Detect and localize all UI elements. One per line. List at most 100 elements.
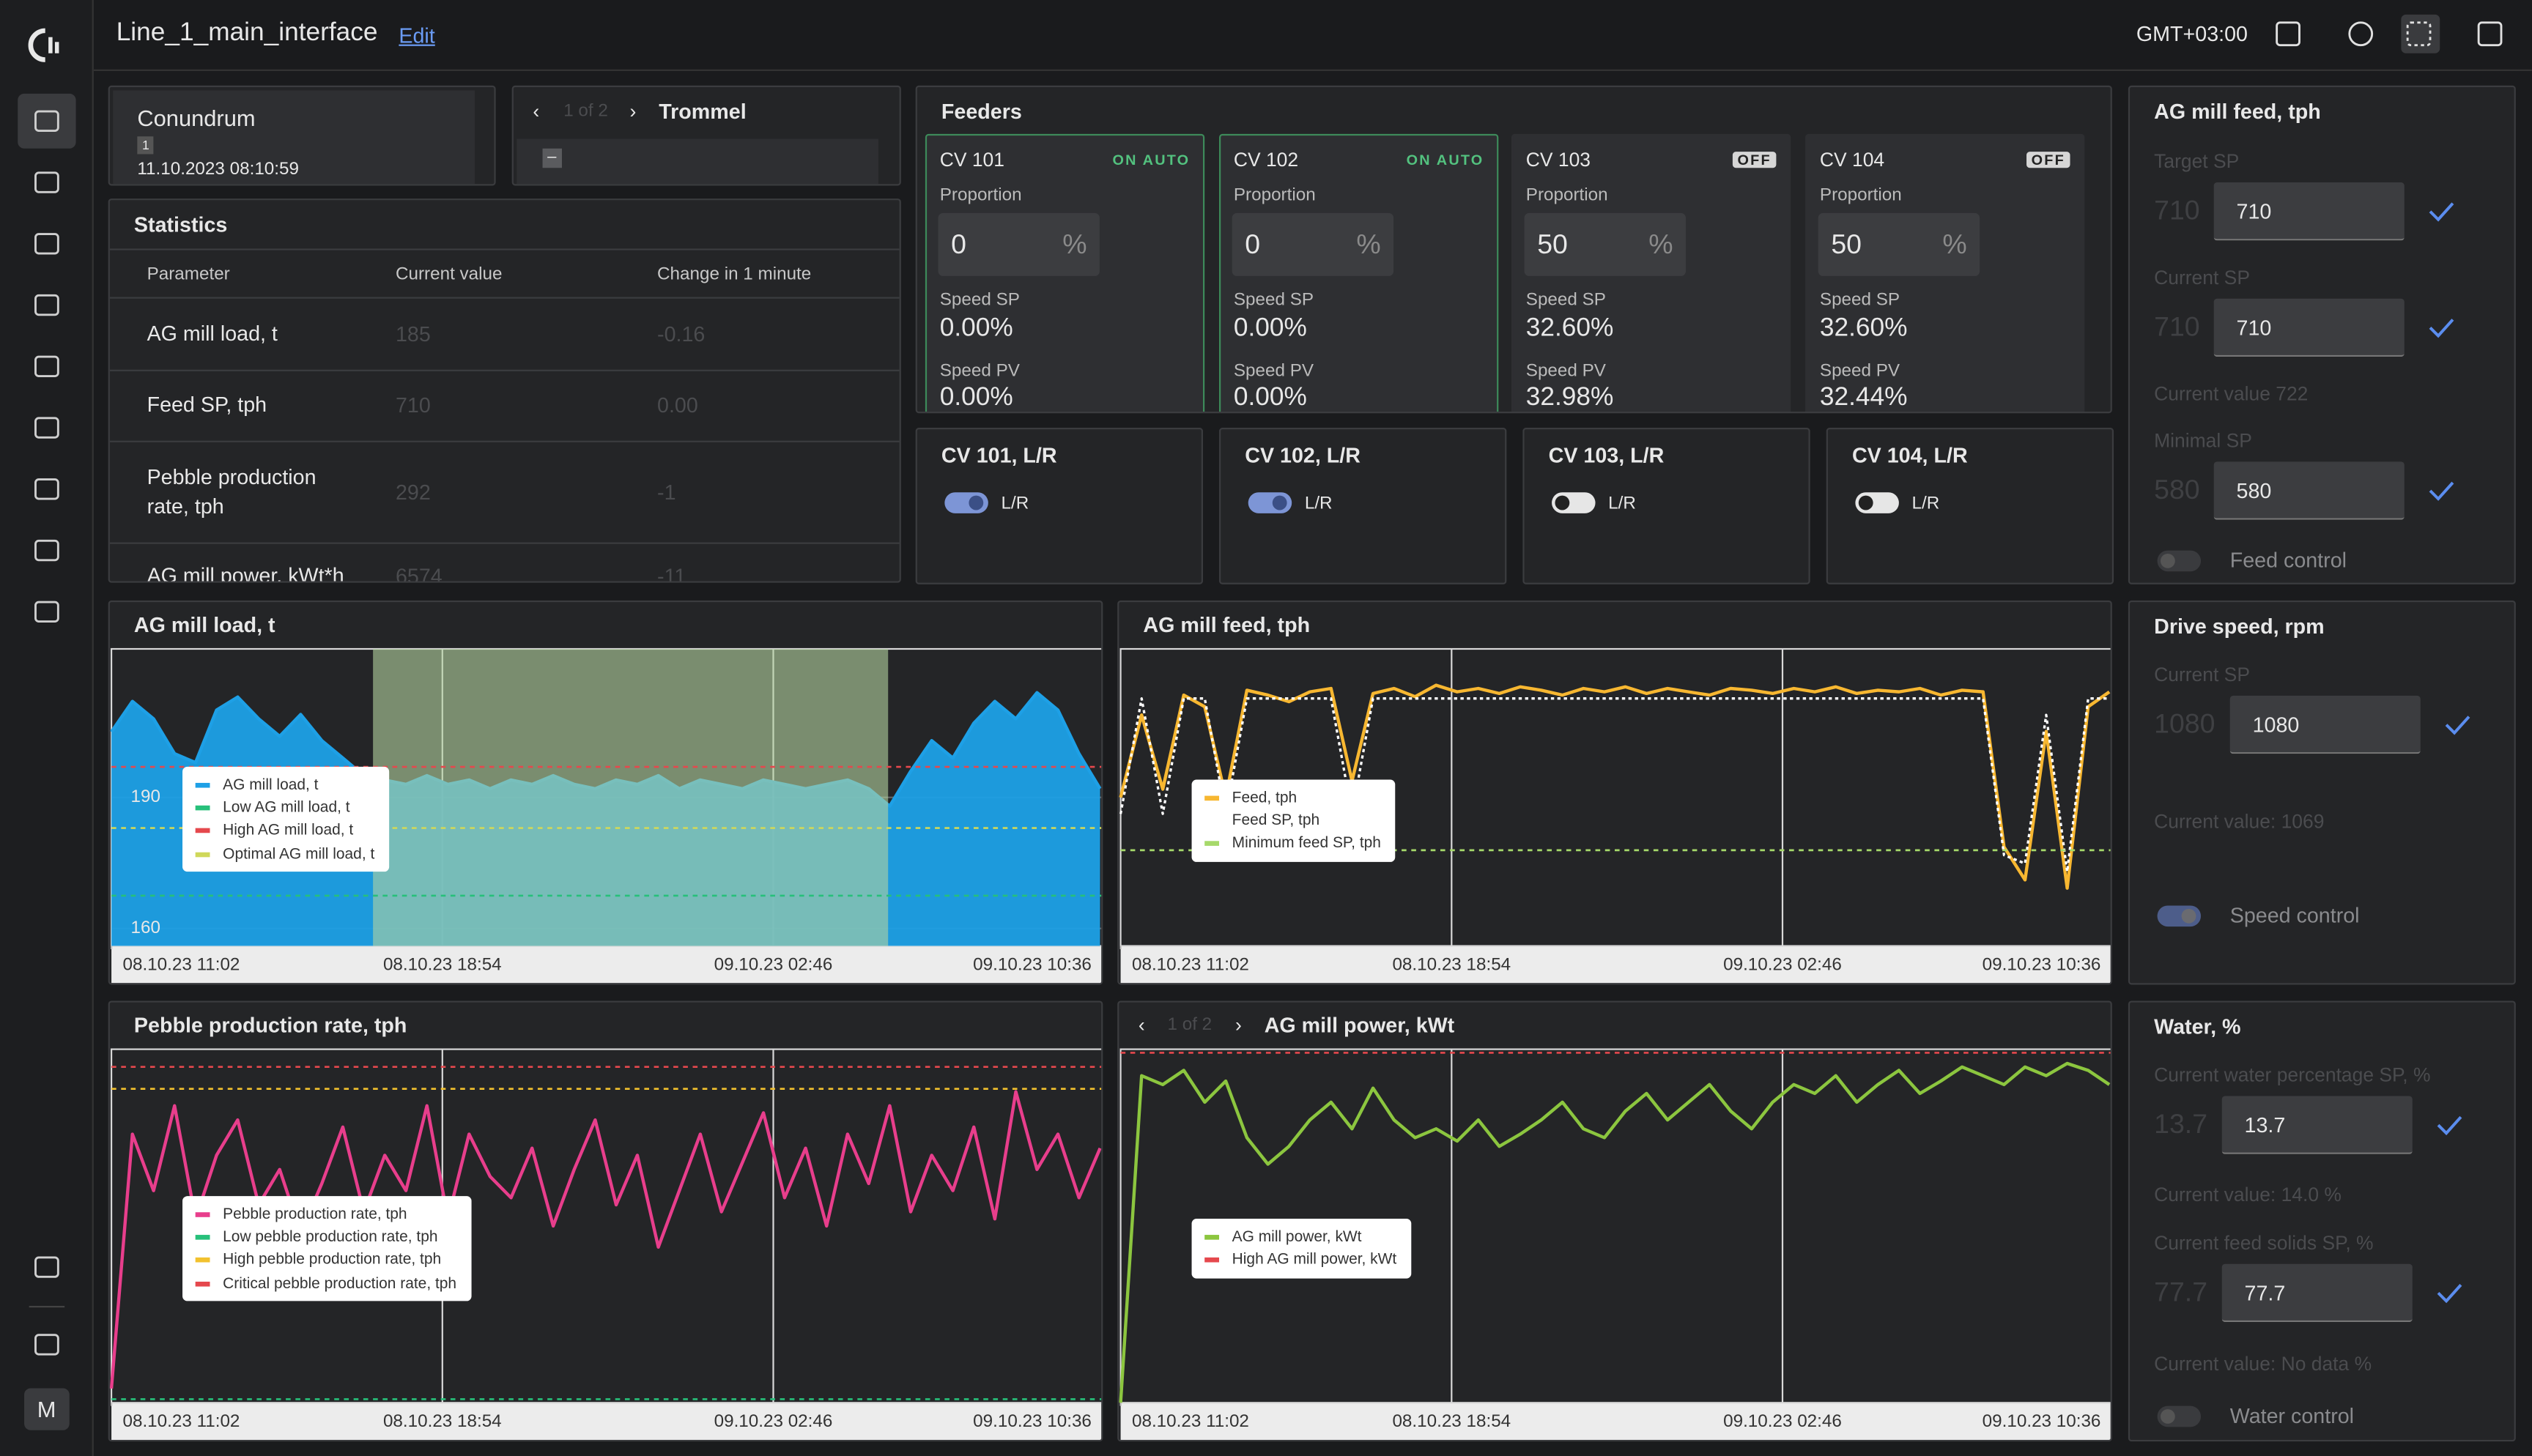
page-title: Line_1_main_interface — [116, 19, 378, 48]
speed-pv-label: Speed PV — [1234, 362, 1314, 381]
proportion-value: 0 — [1245, 229, 1260, 261]
parameter-value: -11 — [657, 564, 686, 582]
timezone: GMT+03:00 — [2136, 22, 2248, 46]
setpoint-value: 710 — [2237, 199, 2272, 223]
check-icon — [2437, 1115, 2462, 1134]
pager-next[interactable]: › — [630, 100, 637, 123]
header-icon-shape — [2407, 23, 2430, 45]
setpoint-title: Drive speed, rpm — [2154, 614, 2325, 639]
parameter-name: AG mill load, t — [147, 319, 358, 349]
toggle-knob — [2161, 1409, 2175, 1424]
proportion-input[interactable]: 50% — [1818, 213, 1980, 276]
legend-label: Low pebble production rate, tph — [223, 1228, 437, 1246]
row-divider — [110, 543, 901, 544]
setpoint-input[interactable]: 77.7 — [2222, 1264, 2413, 1322]
setpoint-input[interactable]: 710 — [2214, 182, 2405, 240]
legend: AG mill power, kWtHigh AG mill power, kW… — [1192, 1219, 1412, 1278]
avatar-letter: M — [37, 1396, 56, 1422]
y-tick-label: 190 — [131, 787, 160, 806]
legend-swatch — [196, 1258, 210, 1263]
switch-panel: CV 103, L/R L/R — [1522, 428, 1810, 584]
proportion-label: Proportion — [1820, 185, 1902, 204]
edit-link[interactable]: Edit — [399, 23, 434, 48]
legend-swatch — [196, 852, 210, 857]
setpoint-input[interactable]: 13.7 — [2222, 1096, 2413, 1154]
avatar[interactable]: M — [24, 1388, 70, 1430]
legend-label: High pebble production rate, tph — [223, 1252, 441, 1269]
legend-swatch — [196, 1211, 210, 1217]
feeders-panel: FeedersCV 101ON AUTOProportion0%Speed SP… — [916, 86, 2112, 413]
proportion-unit: % — [1942, 229, 1966, 261]
proportion-unit: % — [1062, 229, 1087, 261]
logo — [27, 27, 62, 62]
setpoint-value: 710 — [2237, 316, 2272, 340]
toggle-label: Speed control — [2230, 903, 2360, 927]
toggle[interactable] — [1855, 492, 1899, 513]
proportion-value: 0 — [951, 229, 966, 261]
nav-icon-shape — [35, 541, 58, 560]
legend-label: AG mill load, t — [223, 776, 318, 793]
legend-label: High AG mill power, kWt — [1232, 1251, 1397, 1269]
setpoint-label: Current water percentage SP, % — [2154, 1063, 2430, 1086]
parameter-value: 710 — [396, 393, 431, 417]
x-axis-strip — [111, 1403, 1103, 1440]
proportion-label: Proportion — [940, 185, 1022, 204]
conundrum-badge: 1 — [137, 136, 154, 154]
x-tick-label: 09.10.23 02:46 — [1723, 954, 1842, 974]
setpoint-ghost: 710 — [2154, 196, 2200, 228]
toggle[interactable] — [2158, 551, 2202, 572]
toggle[interactable] — [2158, 1406, 2202, 1427]
switch-title: CV 103, L/R — [1549, 443, 1665, 467]
legend-swatch — [196, 806, 210, 811]
setpoint-panel: AG mill feed, tphTarget SP710710Current … — [2128, 86, 2516, 584]
check-mark — [2438, 1117, 2461, 1133]
check-icon — [2437, 1283, 2462, 1302]
proportion-input[interactable]: 0% — [939, 213, 1100, 276]
nav-icon — [34, 232, 59, 255]
pager-prev[interactable]: ‹ — [533, 100, 539, 123]
conundrum-panel: Conundrum 1 11.10.2023 08:10:59 — [108, 86, 496, 186]
y-tick-label: 160 — [131, 918, 160, 937]
toggle[interactable] — [1552, 492, 1596, 513]
trommel-button[interactable]: – — [543, 149, 561, 168]
proportion-input[interactable]: 50% — [1525, 213, 1686, 276]
setpoint-input[interactable]: 1080 — [2230, 696, 2421, 754]
setpoint-value: 77.7 — [2245, 1281, 2286, 1305]
switch-label: L/R — [1608, 494, 1636, 513]
logo-shape — [31, 31, 45, 60]
switch-title: CV 102, L/R — [1245, 443, 1361, 467]
nav-icon — [34, 417, 59, 439]
nav-icon — [34, 601, 59, 623]
nav-icon — [34, 1256, 59, 1279]
proportion-unit: % — [1648, 229, 1673, 261]
setpoint-input[interactable]: 580 — [2214, 461, 2405, 519]
legend-entry: Optimal AG mill load, t — [196, 842, 375, 866]
nav-icon — [34, 1334, 59, 1356]
toggle[interactable] — [944, 492, 988, 513]
conundrum-datetime: 11.10.2023 08:10:59 — [137, 160, 299, 179]
x-axis-strip — [1121, 1403, 2112, 1440]
toggle[interactable] — [2158, 905, 2202, 926]
speed-pv-label: Speed PV — [1526, 362, 1606, 381]
x-tick-label: 09.10.23 02:46 — [1723, 1411, 1842, 1431]
check-icon — [2445, 715, 2470, 734]
switch-panel: CV 102, L/RL/R — [1219, 428, 1506, 584]
logo-bar — [48, 37, 53, 53]
speed-pv-value: 0.00% — [1234, 385, 1307, 414]
parameter-value: -0.16 — [657, 322, 705, 346]
setpoint-input[interactable]: 710 — [2214, 299, 2405, 357]
trommel-card — [517, 139, 878, 185]
toggle[interactable] — [1248, 492, 1292, 513]
toggle-knob — [1859, 496, 1873, 510]
proportion-input[interactable]: 0% — [1232, 213, 1393, 276]
speed-pv-label: Speed PV — [1820, 362, 1900, 381]
x-tick-label: 09.10.23 10:36 — [973, 1411, 1092, 1431]
check-mark — [2430, 204, 2453, 220]
setpoint-ghost: 77.7 — [2154, 1277, 2207, 1309]
toggle-knob — [2182, 909, 2196, 924]
x-tick-label: 08.10.23 18:54 — [383, 1411, 502, 1431]
conundrum-title: Conundrum — [137, 105, 255, 130]
header-icon-shape — [2277, 23, 2300, 45]
proportion-unit: % — [1356, 229, 1380, 261]
